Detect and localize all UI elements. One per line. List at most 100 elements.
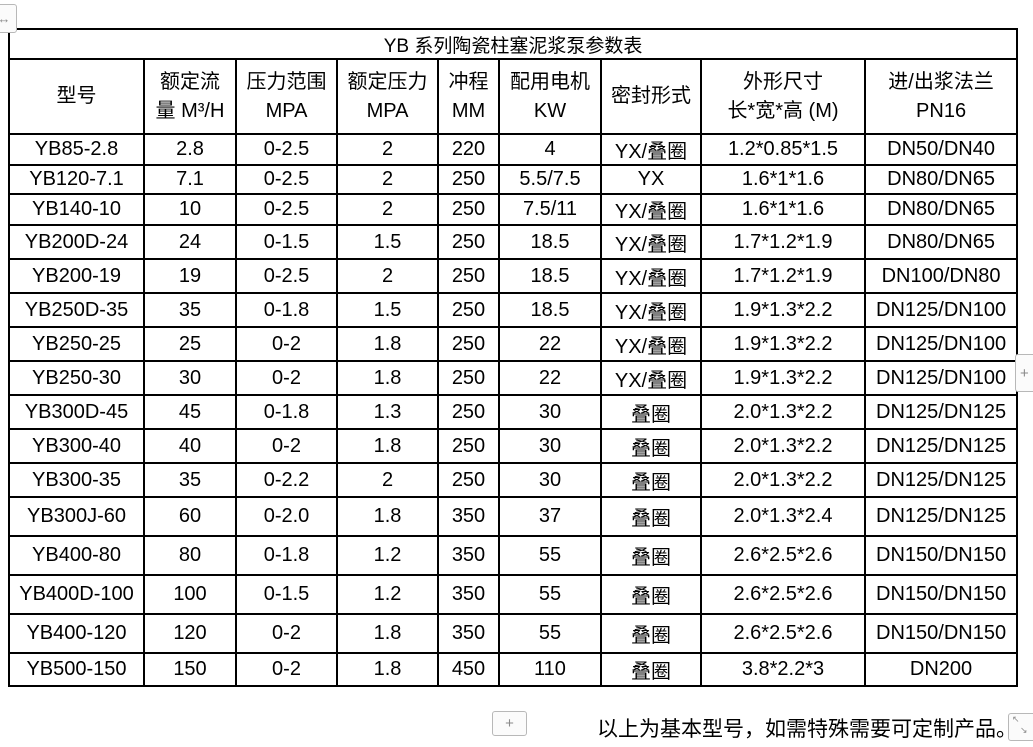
- table-cell: 250: [437, 326, 500, 362]
- table-cell: 2: [336, 462, 439, 498]
- table-cell: YB250-25: [8, 326, 145, 362]
- table-cell: 1.9*1.3*2.2: [700, 360, 866, 396]
- table-cell: DN80/DN65: [863, 164, 1019, 195]
- table-cell: DN125/DN100: [863, 292, 1019, 328]
- table-cell: 55: [498, 535, 602, 576]
- table-cell: 2.6*2.5*2.6: [700, 613, 866, 654]
- table-cell: 0-2: [235, 652, 338, 687]
- table-cell: YB250D-35: [8, 292, 145, 328]
- table-cell: 250: [437, 258, 500, 294]
- table-cell: DN80/DN65: [863, 193, 1019, 226]
- table-cell: 250: [437, 164, 500, 195]
- table-cell: 1.6*1*1.6: [700, 193, 866, 226]
- table-cell: 1.3: [336, 394, 439, 430]
- table-cell: 450: [437, 652, 500, 687]
- table-cell: 250: [437, 394, 500, 430]
- table-cell: YX/叠圈: [600, 258, 702, 294]
- table-cell: YB300-40: [8, 428, 145, 464]
- table-cell: 250: [437, 360, 500, 396]
- table-cell: 0-1.8: [235, 394, 338, 430]
- table-cell: DN150/DN150: [863, 535, 1019, 576]
- insert-row-button[interactable]: +: [492, 711, 527, 736]
- table-cell: 5.5/7.5: [498, 164, 602, 195]
- table-cell: DN125/DN125: [863, 394, 1019, 430]
- table-cell: 叠圈: [600, 462, 702, 498]
- table-row: YB250D-35 35 0-1.8 1.5 250 18.5 YX/叠圈 1.9*1.3*2…: [8, 292, 1019, 328]
- table-cell: 1.7*1.2*1.9: [700, 258, 866, 294]
- table-cell: 叠圈: [600, 394, 702, 430]
- table-cell: 2.0*1.3*2.2: [700, 394, 866, 430]
- column-header: 额定压力 MPA: [336, 58, 439, 135]
- table-cell: 2: [336, 258, 439, 294]
- table-cell: 0-2: [235, 613, 338, 654]
- table-cell: 55: [498, 613, 602, 654]
- table-cell: 30: [498, 462, 602, 498]
- table-cell: YB140-10: [8, 193, 145, 226]
- table-cell: 2.0*1.3*2.2: [700, 462, 866, 498]
- table-cell: 0-2: [235, 360, 338, 396]
- table-cell: 4: [498, 133, 602, 166]
- table-cell: 0-2.2: [235, 462, 338, 498]
- table-cell: 120: [143, 613, 237, 654]
- table-row: YB400-120 120 0-2 1.8 350 55 叠圈 2.6*2.5*2.6 DN15…: [8, 613, 1019, 654]
- table-cell: 250: [437, 224, 500, 260]
- table-cell: 1.5: [336, 292, 439, 328]
- table-row: YB200-19 19 0-2.5 2 250 18.5 YX/叠圈 1.7*1.2*1.9 D…: [8, 258, 1019, 294]
- table-cell: 1.8: [336, 496, 439, 537]
- footer-note: 以上为基本型号，如需特殊需要可定制产品。: [597, 718, 1017, 741]
- table-cell: 30: [143, 360, 237, 396]
- table-cell: 7.5/11: [498, 193, 602, 226]
- table-cell: 2.0*1.3*2.2: [700, 428, 866, 464]
- column-header: 配用电机 KW: [498, 58, 602, 135]
- table-cell: 叠圈: [600, 535, 702, 576]
- table-cell: YX/叠圈: [600, 360, 702, 396]
- table-row: YB500-150 150 0-2 1.8 450 110 叠圈 3.8*2.2*3 DN200: [8, 652, 1019, 687]
- table-cell: 30: [498, 428, 602, 464]
- table-cell: 0-2.5: [235, 193, 338, 226]
- table-cell: 1.8: [336, 360, 439, 396]
- table-cell: 19: [143, 258, 237, 294]
- table-cell: 350: [437, 574, 500, 615]
- table-cell: 25: [143, 326, 237, 362]
- table-cell: 350: [437, 535, 500, 576]
- table-row: YB300D-45 45 0-1.8 1.3 250 30 叠圈 2.0*1.3*2.2 DN1…: [8, 394, 1019, 430]
- table-cell: YX: [600, 164, 702, 195]
- table-cell: 18.5: [498, 292, 602, 328]
- table-resize-handle[interactable]: ↖ ↘: [1008, 713, 1033, 741]
- table-row: YB120-7.1 7.1 0-2.5 2 250 5.5/7.5 YX 1.6*1*1.6 D…: [8, 164, 1019, 195]
- table-cell: 0-2: [235, 326, 338, 362]
- table-move-handle-icon[interactable]: ↔: [0, 4, 17, 33]
- table-cell: DN150/DN150: [863, 613, 1019, 654]
- column-header: 冲程 MM: [437, 58, 500, 135]
- table-cell: 2.6*2.5*2.6: [700, 574, 866, 615]
- table-cell: 1.8: [336, 428, 439, 464]
- table-cell: 0-2.5: [235, 258, 338, 294]
- resize-arrow-nw-icon: ↖: [1012, 714, 1020, 724]
- resize-arrow-se-icon: ↘: [1020, 725, 1028, 735]
- table-cell: 1.2: [336, 574, 439, 615]
- table-cell: 叠圈: [600, 652, 702, 687]
- table-cell: 3.8*2.2*3: [700, 652, 866, 687]
- table-cell: DN50/DN40: [863, 133, 1019, 166]
- table-cell: 1.5: [336, 224, 439, 260]
- column-header: 外形尺寸 长*宽*高 (M): [700, 58, 866, 135]
- table-cell: 2: [336, 193, 439, 226]
- table-cell: DN80/DN65: [863, 224, 1019, 260]
- table-cell: 22: [498, 360, 602, 396]
- table-cell: YX/叠圈: [600, 292, 702, 328]
- table-cell: 1.9*1.3*2.2: [700, 292, 866, 328]
- table-cell: DN125/DN125: [863, 428, 1019, 464]
- table-cell: YB200-19: [8, 258, 145, 294]
- column-header: 密封形式: [600, 58, 702, 135]
- table-cell: 350: [437, 613, 500, 654]
- insert-column-button[interactable]: +: [1015, 354, 1033, 392]
- table-cell: 24: [143, 224, 237, 260]
- table-cell: 100: [143, 574, 237, 615]
- table-cell: 1.8: [336, 652, 439, 687]
- table-row: YB85-2.8 2.8 0-2.5 2 220 4 YX/叠圈 1.2*0.85*1.5 DN…: [8, 133, 1019, 166]
- table-cell: 18.5: [498, 258, 602, 294]
- table-cell: 2: [336, 133, 439, 166]
- table-cell: 1.8: [336, 613, 439, 654]
- table-cell: 叠圈: [600, 613, 702, 654]
- table-cell: YB300D-45: [8, 394, 145, 430]
